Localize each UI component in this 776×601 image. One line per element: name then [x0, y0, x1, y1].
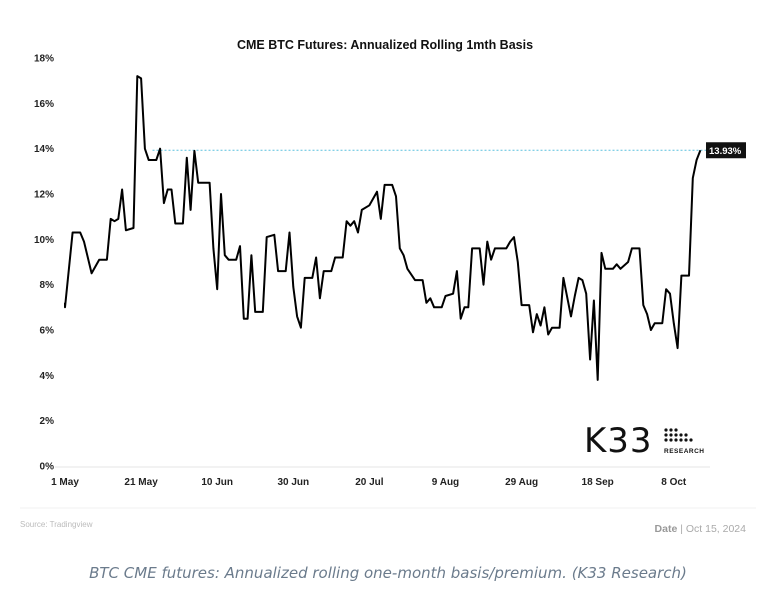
x-tick-label: 30 Jun — [277, 477, 309, 488]
y-tick-label: 8% — [40, 280, 55, 291]
y-tick-label: 12% — [34, 190, 54, 201]
logo-subtitle: RESEARCH — [664, 448, 705, 455]
x-tick-label: 20 Jul — [355, 477, 384, 488]
series-line — [64, 75, 702, 381]
y-tick-label: 4% — [40, 371, 55, 382]
y-tick-label: 16% — [34, 99, 54, 110]
x-axis-ticks: 1 May 21 May 10 Jun 30 Jun 20 Jul 9 Aug 29 Aug… — [51, 477, 687, 488]
y-tick-label: 6% — [40, 326, 55, 337]
last-value-label: 13.93% — [706, 142, 746, 159]
x-tick-label: 29 Aug — [505, 477, 538, 488]
x-tick-label: 18 Sep — [582, 477, 614, 488]
x-tick-label: 1 May — [51, 477, 79, 488]
logo-dots-icon — [664, 428, 693, 442]
x-tick-label: 21 May — [124, 477, 158, 488]
y-tick-label: 2% — [40, 416, 55, 427]
svg-text:13.93%: 13.93% — [709, 146, 742, 157]
y-tick-label: 10% — [34, 235, 54, 246]
logo-wordmark: K33 — [584, 421, 653, 461]
date-stamp: Date | Oct 15, 2024 — [655, 523, 746, 535]
x-tick-label: 9 Aug — [432, 477, 459, 488]
y-axis-ticks: 0% 2% 4% 6% 8% 10% 12% 14% 16% 18% — [34, 54, 54, 473]
figure-caption: BTC CME futures: Annualized rolling one-… — [89, 564, 687, 582]
y-tick-label: 0% — [40, 462, 55, 473]
y-tick-label: 18% — [34, 54, 54, 65]
chart-title: CME BTC Futures: Annualized Rolling 1mth… — [237, 38, 533, 52]
source-text: Source: Tradingview — [20, 520, 93, 529]
k33-research-logo: K33 RESEARCH — [584, 421, 704, 461]
date-label: Date — [654, 523, 678, 535]
date-value: | Oct 15, 2024 — [680, 523, 746, 535]
x-tick-label: 8 Oct — [661, 477, 687, 488]
x-tick-label: 10 Jun — [201, 477, 233, 488]
y-tick-label: 14% — [34, 144, 54, 155]
